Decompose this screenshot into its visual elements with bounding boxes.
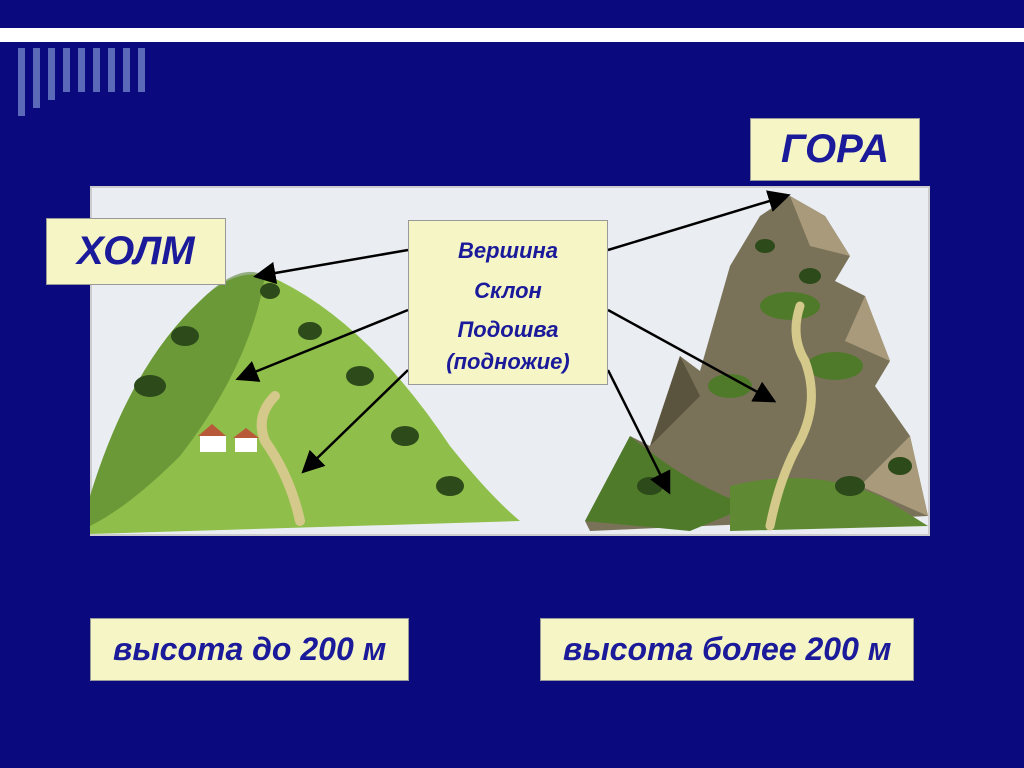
header-bar xyxy=(0,28,1024,42)
mountain-title: ГОРА xyxy=(750,118,920,181)
legend-bottom1: Подошва xyxy=(417,310,599,350)
mountain-height-label: высота более 200 м xyxy=(540,618,914,681)
barcode-decoration xyxy=(18,48,145,116)
hill-height-label: высота до 200 м xyxy=(90,618,409,681)
legend-mid: Склон xyxy=(417,271,599,311)
parts-legend: Вершина Склон Подошва (подножие) xyxy=(408,220,608,385)
legend-top: Вершина xyxy=(417,231,599,271)
legend-bottom2: (подножие) xyxy=(417,350,599,374)
hill-title: ХОЛМ xyxy=(46,218,226,285)
mountain-shape xyxy=(585,196,928,531)
